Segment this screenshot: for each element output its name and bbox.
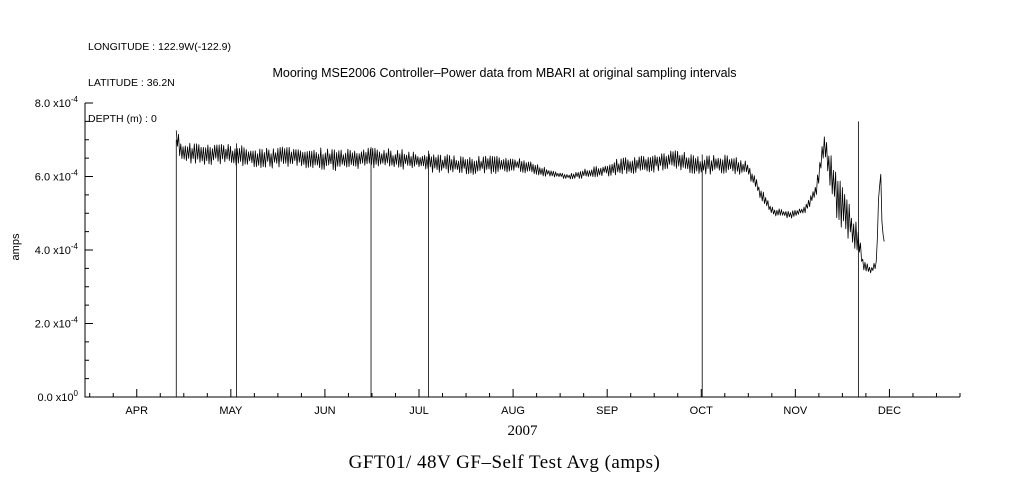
figure-caption: GFT01/ 48V GF–Self Test Avg (amps) bbox=[348, 452, 661, 473]
y-tick-label: 0.0 x100 bbox=[37, 389, 78, 404]
x-tick-label: MAY bbox=[219, 405, 243, 417]
y-tick-label: 4.0 x10-4 bbox=[35, 242, 79, 257]
x-tick-label: OCT bbox=[690, 405, 714, 417]
x-tick-label: NOV bbox=[783, 405, 808, 417]
x-tick-label: JUL bbox=[409, 405, 429, 417]
x-tick-label: DEC bbox=[878, 405, 901, 417]
longitude-label: LONGITUDE : 122.9W(-122.9) bbox=[88, 41, 231, 53]
y-tick-label: 2.0 x10-4 bbox=[35, 316, 79, 331]
x-tick-label: APR bbox=[125, 405, 148, 417]
data-series bbox=[175, 130, 885, 274]
x-tick-label: SEP bbox=[596, 405, 618, 417]
latitude-label: LATITUDE : 36.2N bbox=[88, 77, 175, 89]
y-tick-label: 6.0 x10-4 bbox=[35, 169, 79, 184]
x-tick-label: JUN bbox=[314, 405, 335, 417]
location-metadata: LONGITUDE : 122.9W(-122.9) LATITUDE : 36… bbox=[88, 17, 231, 149]
plot-title: Mooring MSE2006 Controller–Power data fr… bbox=[272, 66, 737, 80]
depth-label: DEPTH (m) : 0 bbox=[88, 113, 157, 125]
x-axis-year-label: 2007 bbox=[507, 423, 538, 439]
x-tick-label: AUG bbox=[501, 405, 525, 417]
axes bbox=[84, 103, 960, 398]
y-tick-label: 8.0 x10-4 bbox=[35, 95, 79, 110]
